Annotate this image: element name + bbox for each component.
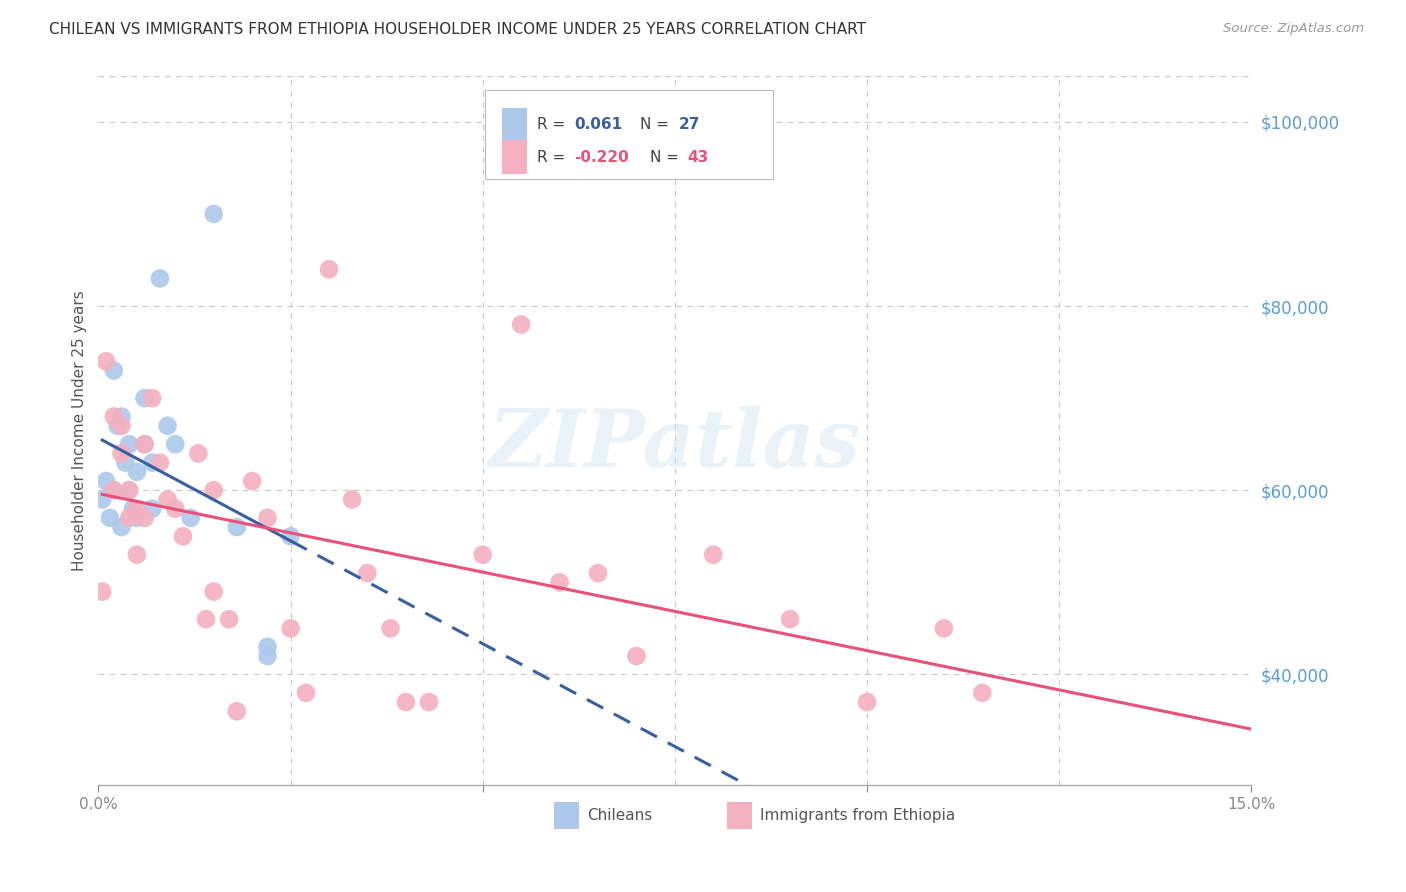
Point: [125, 465, 148, 479]
Point: [125, 501, 148, 516]
Point: [91, 584, 114, 599]
Text: CHILEAN VS IMMIGRANTS FROM ETHIOPIA HOUSEHOLDER INCOME UNDER 25 YEARS CORRELATIO: CHILEAN VS IMMIGRANTS FROM ETHIOPIA HOUS…: [49, 22, 866, 37]
Point: [141, 456, 163, 470]
Point: [156, 418, 179, 433]
Point: [586, 566, 609, 581]
Point: [107, 418, 129, 433]
Point: [471, 548, 494, 562]
Text: Source: ZipAtlas.com: Source: ZipAtlas.com: [1223, 22, 1364, 36]
Point: [94, 354, 117, 368]
Point: [103, 409, 125, 424]
Point: [110, 520, 132, 534]
Point: [118, 483, 141, 498]
Point: [225, 704, 247, 718]
Text: Immigrants from Ethiopia: Immigrants from Ethiopia: [761, 808, 956, 823]
Point: [134, 437, 156, 451]
Point: [180, 511, 202, 525]
Text: R =: R =: [537, 117, 569, 132]
Point: [395, 695, 418, 709]
Text: 27: 27: [678, 117, 700, 132]
Text: Chileans: Chileans: [588, 808, 652, 823]
Point: [103, 363, 125, 377]
Point: [510, 318, 533, 332]
Point: [202, 207, 225, 221]
Point: [165, 437, 187, 451]
Point: [103, 483, 125, 498]
Point: [779, 612, 801, 626]
Point: [91, 492, 114, 507]
Point: [280, 529, 302, 543]
Text: -0.220: -0.220: [575, 150, 630, 165]
Point: [118, 437, 141, 451]
Point: [702, 548, 724, 562]
Point: [380, 621, 402, 635]
Point: [225, 520, 247, 534]
Point: [356, 566, 378, 581]
FancyBboxPatch shape: [502, 108, 527, 142]
Point: [195, 612, 218, 626]
Point: [110, 446, 132, 460]
Point: [98, 511, 121, 525]
Point: [141, 391, 163, 405]
FancyBboxPatch shape: [502, 140, 527, 174]
Point: [295, 686, 318, 700]
Point: [110, 418, 132, 433]
Text: N =: N =: [640, 117, 673, 132]
Point: [134, 437, 156, 451]
Point: [548, 575, 571, 590]
Point: [187, 446, 209, 460]
Point: [240, 474, 263, 488]
Point: [340, 492, 363, 507]
Y-axis label: Householder Income Under 25 years: Householder Income Under 25 years: [72, 290, 87, 571]
Point: [856, 695, 879, 709]
FancyBboxPatch shape: [727, 802, 752, 829]
Text: ZIPatlas: ZIPatlas: [489, 406, 860, 483]
Point: [94, 474, 117, 488]
Point: [418, 695, 440, 709]
Text: N =: N =: [650, 150, 683, 165]
Point: [122, 501, 145, 516]
Point: [156, 492, 179, 507]
Point: [972, 686, 994, 700]
Point: [202, 483, 225, 498]
FancyBboxPatch shape: [485, 90, 773, 178]
Point: [141, 501, 163, 516]
Point: [202, 584, 225, 599]
Point: [318, 262, 340, 277]
Point: [125, 548, 148, 562]
Point: [118, 511, 141, 525]
Point: [118, 483, 141, 498]
Point: [134, 391, 156, 405]
Point: [134, 511, 156, 525]
Point: [932, 621, 955, 635]
Point: [149, 271, 172, 285]
FancyBboxPatch shape: [554, 802, 579, 829]
Point: [125, 511, 148, 525]
Point: [103, 483, 125, 498]
Point: [172, 529, 194, 543]
Point: [218, 612, 240, 626]
Point: [110, 409, 132, 424]
Point: [256, 648, 278, 663]
Point: [114, 456, 136, 470]
Point: [165, 501, 187, 516]
Text: 43: 43: [688, 150, 709, 165]
Point: [256, 511, 278, 525]
Text: R =: R =: [537, 150, 569, 165]
Point: [256, 640, 278, 654]
Point: [626, 648, 648, 663]
Point: [280, 621, 302, 635]
Text: 0.061: 0.061: [575, 117, 623, 132]
Point: [149, 456, 172, 470]
